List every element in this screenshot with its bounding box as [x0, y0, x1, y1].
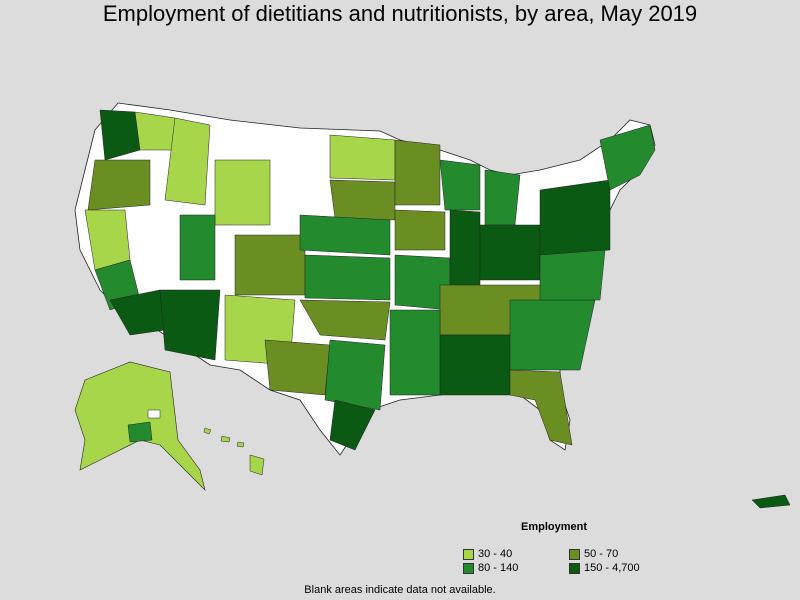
area-puerto-rico [751, 494, 791, 509]
area-kansas [304, 254, 391, 301]
area-michigan [484, 169, 521, 226]
area-georgia-carolinas [509, 299, 596, 371]
area-texas-central [324, 339, 386, 411]
area-texas-gulf [329, 399, 376, 451]
area-oregon [87, 159, 151, 211]
area-idaho [164, 117, 211, 206]
area-minnesota [394, 139, 441, 206]
area-alaska-anchorage [127, 421, 153, 443]
legend-item-30-40: 30 - 40 [463, 548, 512, 560]
area-mississippi-alabama [439, 334, 511, 396]
legend-item-80-140: 80 - 140 [463, 562, 518, 574]
area-pennsylvania-ny [539, 179, 611, 256]
area-arizona [159, 289, 221, 361]
legend-item-50-70: 50 - 70 [569, 548, 618, 560]
area-alaska-blank [147, 409, 161, 419]
area-hawaii [203, 427, 265, 476]
area-wisconsin [439, 159, 481, 211]
area-texas-west [264, 339, 331, 396]
area-colorado [234, 234, 306, 296]
area-virginia [539, 249, 606, 301]
map-title: Employment of dietitians and nutritionis… [102, 1, 698, 26]
area-arkansas-louisiana [389, 309, 441, 396]
area-north-dakota [329, 134, 396, 181]
area-utah [179, 214, 216, 281]
footnote: Blank areas indicate data not available. [304, 584, 496, 596]
area-florida [509, 369, 573, 446]
legend-title: Employment [521, 521, 588, 533]
legend-swatch [569, 548, 580, 560]
area-wyoming [214, 159, 271, 226]
region-patches [84, 109, 656, 451]
legend-item-150-4700: 150 - 4,700 [569, 562, 640, 574]
legend-swatch [463, 562, 474, 574]
area-illinois [449, 209, 481, 296]
area-iowa [394, 209, 446, 251]
area-new-england [599, 124, 656, 191]
area-south-dakota [329, 179, 396, 221]
area-nebraska [299, 214, 391, 256]
legend-swatch [569, 562, 580, 574]
legend-swatch [463, 548, 474, 560]
area-indiana-ohio [479, 224, 541, 281]
area-oklahoma [299, 299, 391, 341]
